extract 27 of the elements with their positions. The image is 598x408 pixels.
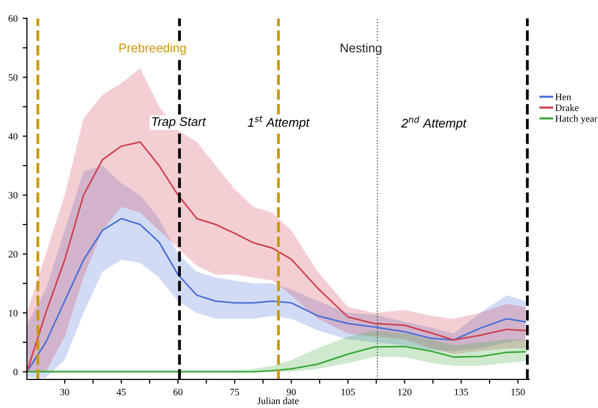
annotation: Prebreeding [119,43,186,55]
legend-label: Hen [555,94,572,100]
y-tick-label: 20 [8,250,18,258]
y-tick-label: 50 [8,74,18,81]
annotation: 2$^{nd}$ Attempt [401,116,467,130]
x-tick-label: 75 [230,388,240,396]
annotation: Trap Start [152,117,206,128]
annotation: Nesting [340,43,382,55]
y-tick-label: 0 [13,368,18,376]
x-tick-label: 150 [511,388,525,396]
y-tick-label: 40 [8,133,18,140]
x-tick-label: 135 [454,388,468,396]
x-tick-label: 90 [286,388,296,396]
legend-label: Drake [555,104,578,112]
line-series [26,346,526,373]
x-tick-label: 60 [174,388,182,396]
y-tick-label: 10 [9,310,18,316]
line-series [26,218,526,373]
legend-label: Hatch year [555,115,598,124]
y-tick-label: 60 [8,15,18,22]
x-tick-label: 120 [398,388,412,396]
x-tick-label: 30 [60,388,70,396]
x-axis-title: Julian date [257,397,299,404]
x-tick-label: 105 [342,388,355,396]
annotation: 1$^{st}$ Attempt [248,116,310,130]
y-tick-label: 30 [8,192,18,199]
x-tick-label: 45 [116,388,126,396]
